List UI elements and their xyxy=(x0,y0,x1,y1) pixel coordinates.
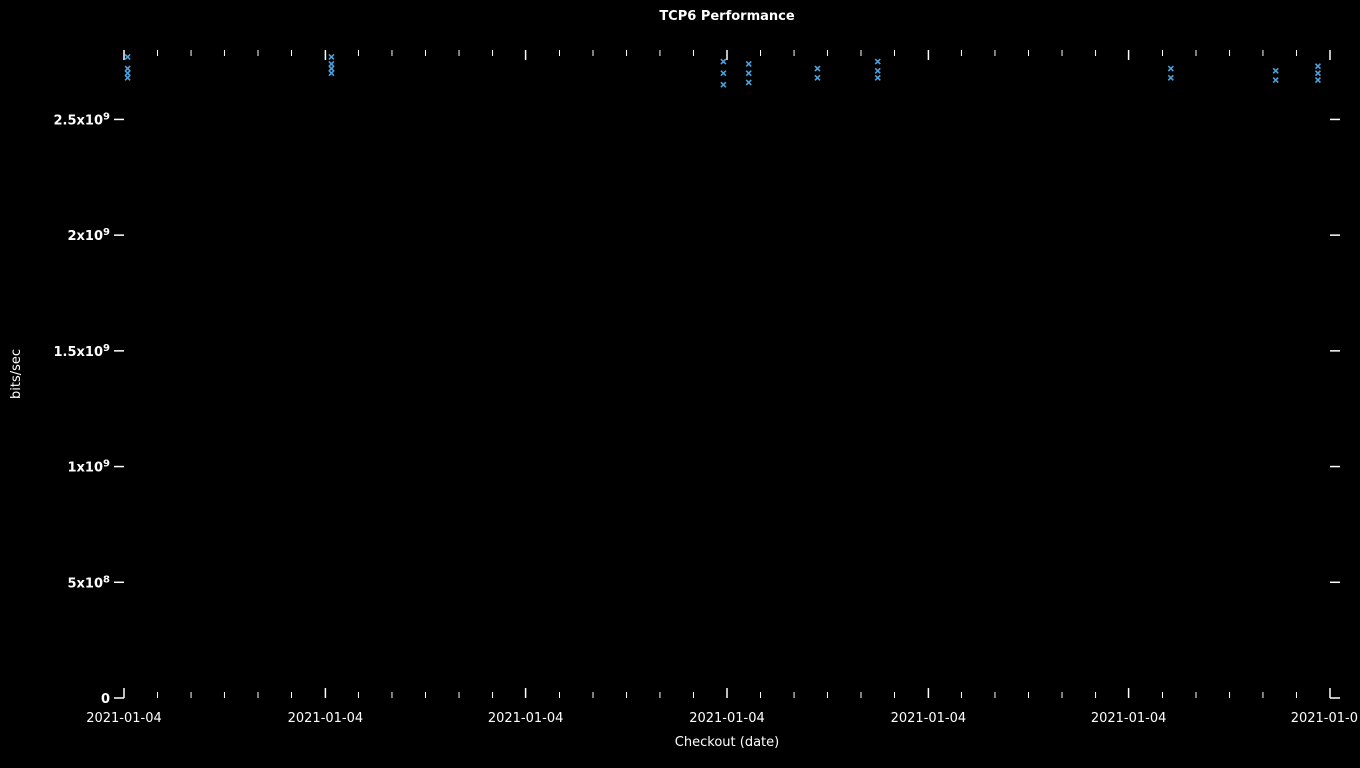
chart-title: TCP6 Performance xyxy=(659,9,795,24)
x-tick-label: 2021-01-04 xyxy=(86,711,162,726)
x-tick-label: 2021-01-0 xyxy=(1291,711,1358,726)
y-axis-label: bits/sec xyxy=(9,349,24,399)
y-tick-label: 2.5x109 xyxy=(54,111,111,129)
chart-bg xyxy=(0,0,1360,768)
x-tick-label: 2021-01-04 xyxy=(891,711,967,726)
x-axis-label: Checkout (date) xyxy=(675,735,779,750)
x-tick-label: 2021-01-04 xyxy=(1091,711,1167,726)
x-tick-label: 2021-01-04 xyxy=(689,711,765,726)
x-tick-label: 2021-01-04 xyxy=(488,711,564,726)
y-tick-label: 1.5x109 xyxy=(54,342,111,360)
performance-chart: TCP6 Performance05x1081x1091.5x1092x1092… xyxy=(0,0,1360,768)
chart-container: TCP6 Performance05x1081x1091.5x1092x1092… xyxy=(0,0,1360,768)
y-tick-label: 0 xyxy=(101,692,110,707)
x-tick-label: 2021-01-04 xyxy=(288,711,364,726)
